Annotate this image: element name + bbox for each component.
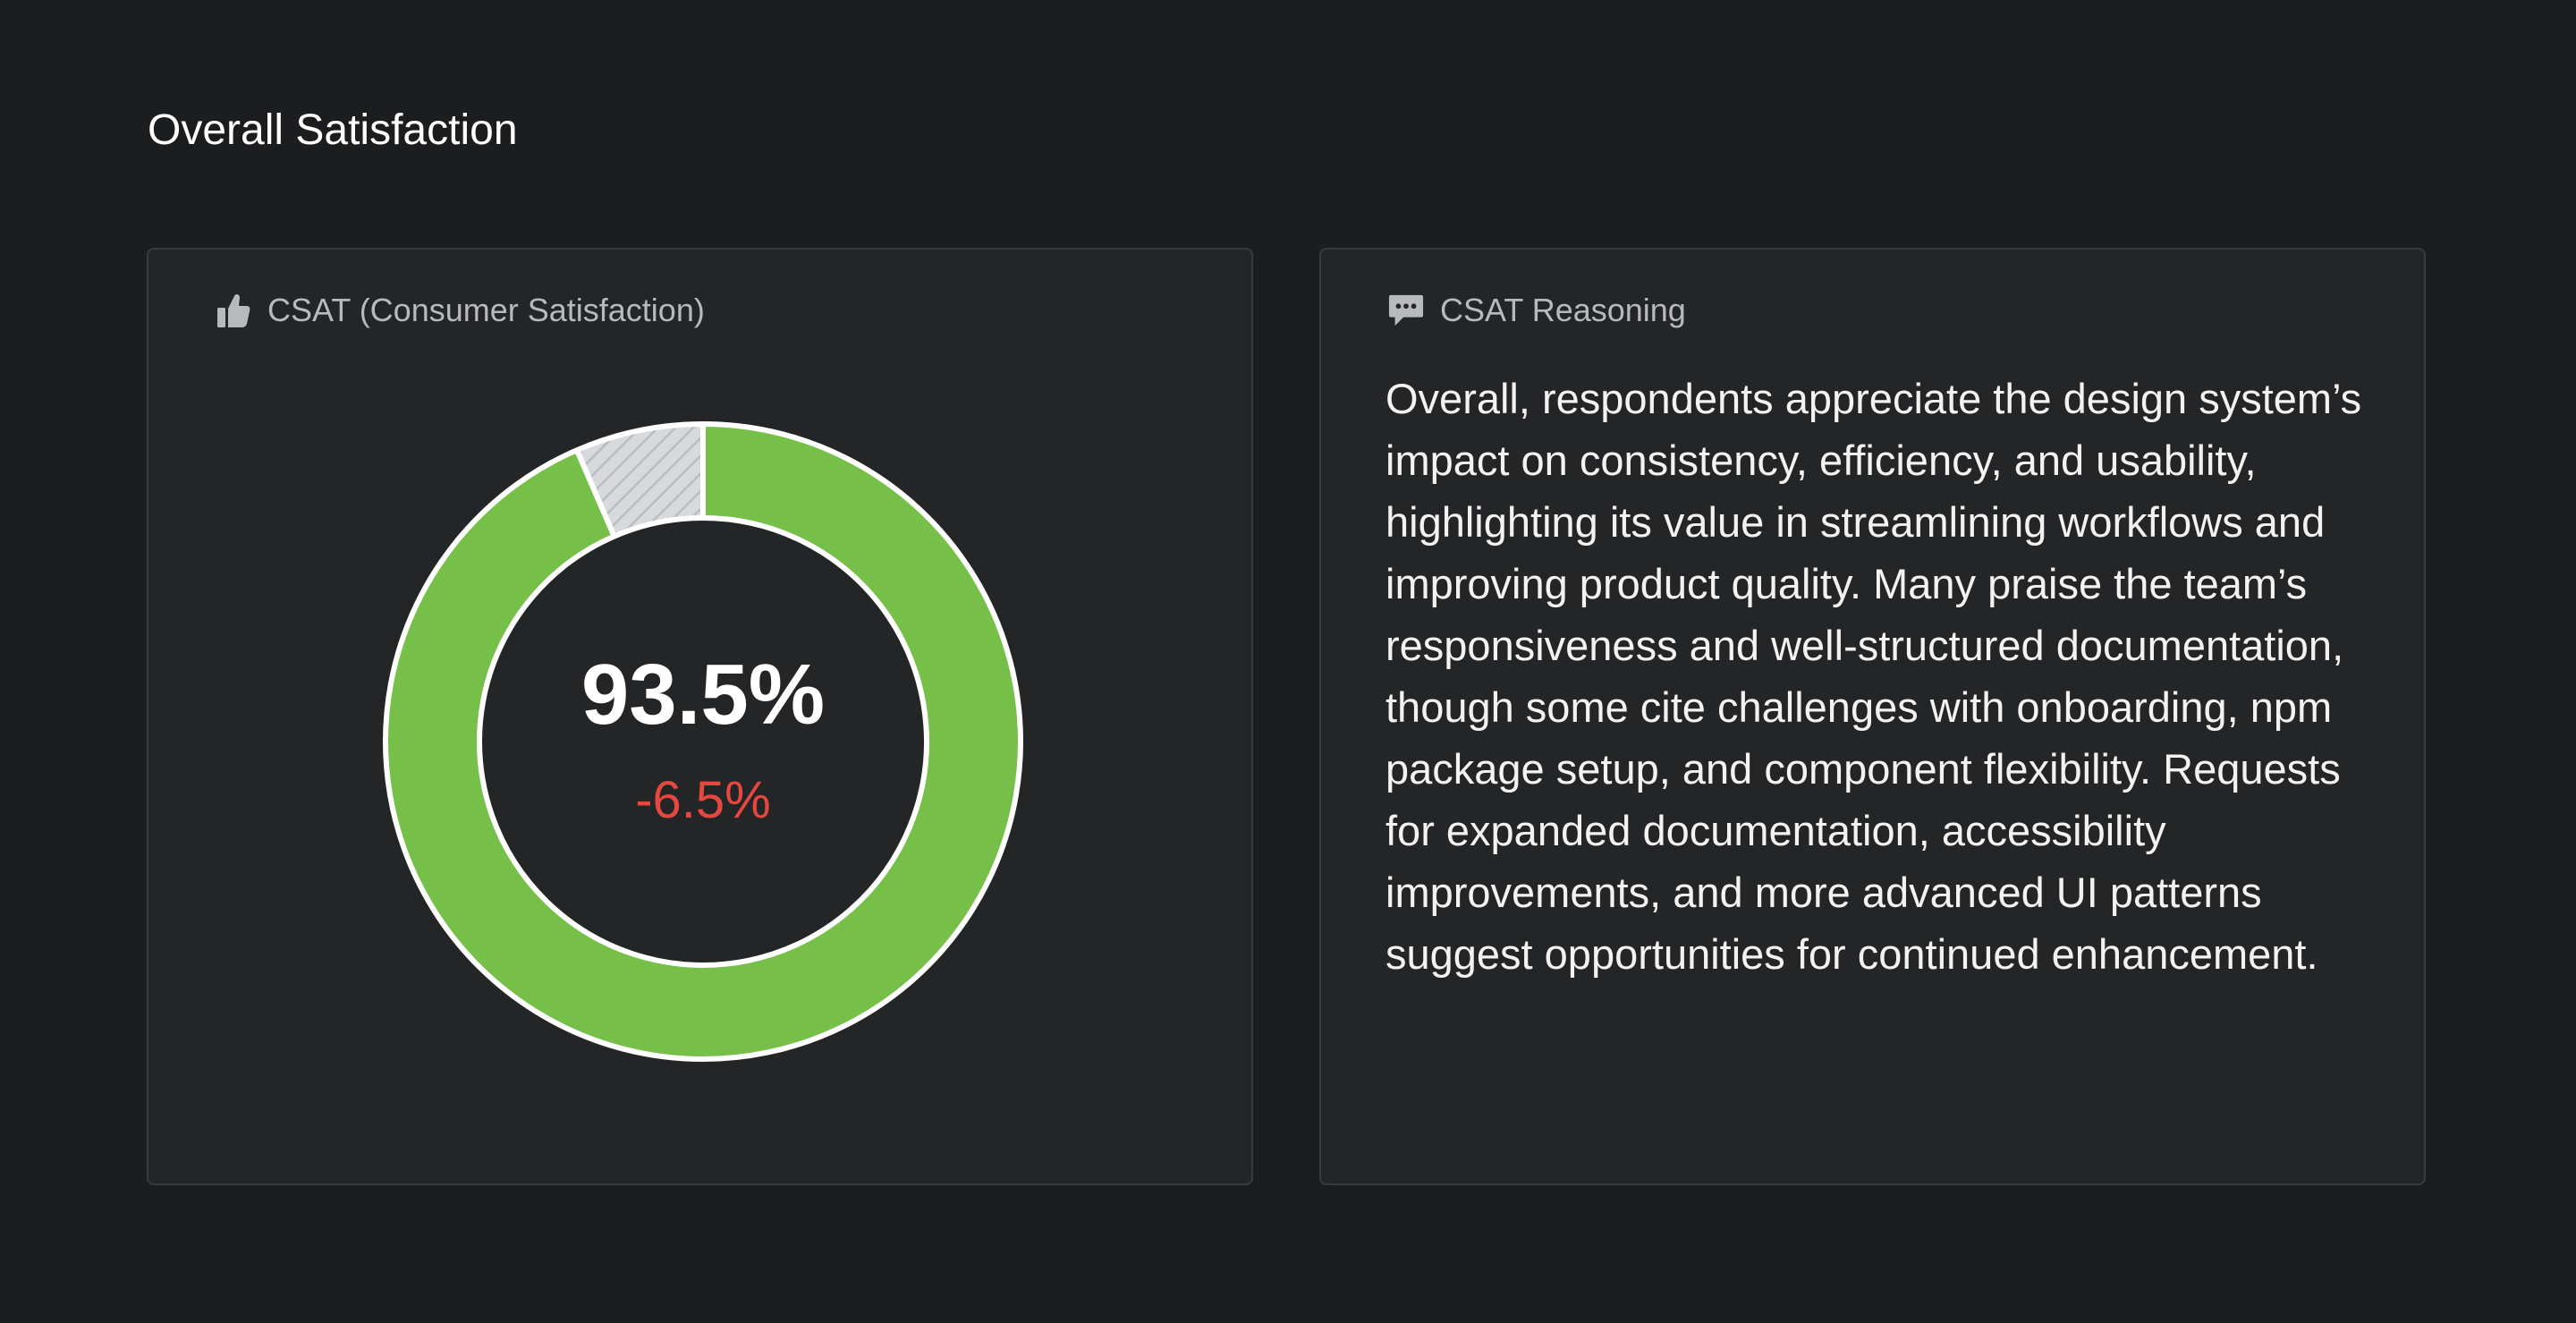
csat-card: CSAT (Consumer Satisfaction) 93.5% -6.5%	[147, 248, 1253, 1185]
donut-slice-satisfied	[383, 421, 1023, 1062]
csat-donut-chart: 93.5% -6.5%	[381, 420, 1025, 1064]
reasoning-card-title: CSAT Reasoning	[1440, 292, 1686, 328]
page-title: Overall Satisfaction	[148, 106, 518, 154]
chat-bubble-icon	[1388, 291, 1424, 330]
thumbs-up-icon	[216, 291, 251, 330]
csat-donut-svg	[383, 421, 1023, 1062]
reasoning-card: CSAT Reasoning Overall, respondents appr…	[1319, 248, 2426, 1185]
donut-slice-remainder	[574, 421, 706, 539]
reasoning-card-header: CSAT Reasoning	[1388, 291, 1686, 330]
reasoning-text: Overall, respondents appreciate the desi…	[1385, 375, 2362, 978]
csat-card-title: CSAT (Consumer Satisfaction)	[267, 292, 705, 328]
csat-value: 93.5%	[580, 647, 826, 742]
csat-delta: -6.5%	[635, 771, 771, 829]
csat-card-header: CSAT (Consumer Satisfaction)	[216, 291, 705, 330]
